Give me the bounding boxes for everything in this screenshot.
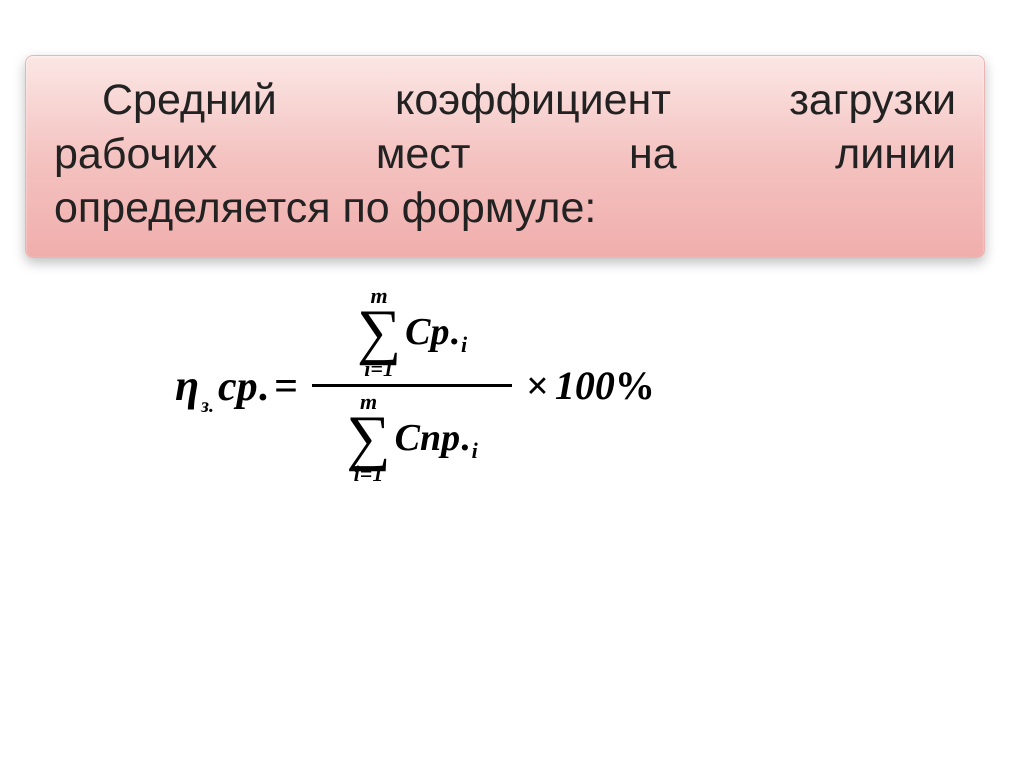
heading-box: Средний коэффициент загрузки рабочих мес… — [25, 55, 985, 258]
denominator: m ∑ i=1 Спр . i — [346, 391, 477, 486]
lhs-cp: ср — [218, 363, 258, 411]
heading-line-3: определяется по формуле: — [54, 182, 956, 236]
hundred: 100 — [555, 362, 615, 409]
times-sign: × — [526, 362, 549, 409]
numerator: m ∑ i=1 Ср . i — [357, 285, 467, 380]
denominator-sub: i — [472, 438, 478, 464]
sigma-wrap-top: m ∑ i=1 — [357, 285, 401, 380]
lhs-dot: . — [258, 363, 269, 411]
heading-text-3: определяется по формуле: — [54, 184, 596, 232]
equals-sign: = — [274, 363, 298, 411]
fraction-bar — [312, 384, 512, 387]
heading-line-1: Средний коэффициент загрузки — [54, 74, 956, 128]
denominator-dot: . — [460, 416, 470, 460]
denominator-sym: Спр — [395, 416, 460, 460]
formula: η з. ср . = m ∑ i=1 Ср . i m ∑ i=1 — [175, 285, 655, 485]
sigma-wrap-bottom: m ∑ i=1 — [346, 391, 390, 486]
heading-text-1: Средний коэффициент загрузки — [102, 76, 956, 124]
percent-sign: % — [615, 362, 655, 409]
eta-subscript: з. — [201, 395, 214, 418]
numerator-term: Ср . i — [405, 310, 467, 354]
numerator-dot: . — [450, 310, 460, 354]
eta-symbol: η — [175, 360, 199, 411]
numerator-sub: i — [461, 332, 467, 358]
sum-lower-top: i=1 — [364, 358, 394, 380]
sum-lower-bottom: i=1 — [354, 463, 384, 485]
heading-line-2: рабочих мест на линии — [54, 128, 956, 182]
formula-lhs: η з. ср . = — [175, 360, 302, 411]
denominator-term: Спр . i — [395, 416, 478, 460]
fraction: m ∑ i=1 Ср . i m ∑ i=1 Спр . i — [312, 285, 512, 485]
sigma-top: ∑ — [357, 307, 401, 358]
heading-text-2: рабочих мест на линии — [54, 130, 956, 178]
numerator-sym: Ср — [405, 310, 449, 354]
formula-rhs: × 100 % — [526, 362, 655, 409]
sigma-bottom: ∑ — [346, 413, 390, 464]
